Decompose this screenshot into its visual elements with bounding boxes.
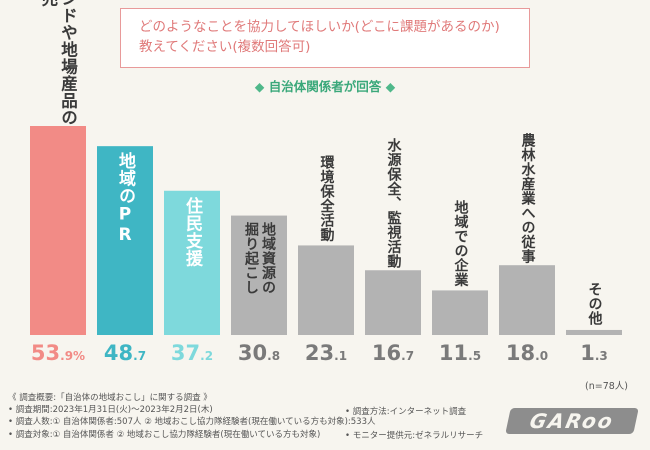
footer-method: • 調査方法:インターネット調査 bbox=[345, 407, 467, 417]
value-label-1: 53.9% bbox=[30, 341, 86, 365]
bar-label-1: 地域ブランドや地場産品の 開発・販売 bbox=[39, 0, 78, 126]
value-label-5: 23.1 bbox=[304, 341, 348, 365]
value-label-8: 18.0 bbox=[505, 341, 549, 365]
question-title-line2: 教えてください(複数回答可) bbox=[139, 39, 311, 55]
survey-footer-right: • 調査方法:インターネット調査 • モニター提供元:ゼネラルリサーチ bbox=[345, 406, 483, 442]
bar-label-4: 地域資源の 掘り起こし bbox=[243, 221, 276, 295]
footer-title: 《 調査概要:「自治体の地域おこし」に関する調査 》 bbox=[8, 393, 212, 403]
bar-2 bbox=[97, 146, 153, 335]
diamond-icon: ◆ bbox=[385, 79, 396, 94]
bar-9 bbox=[566, 329, 622, 335]
diamond-icon: ◆ bbox=[254, 79, 265, 94]
footer-monitor: • モニター提供元:ゼネラルリサーチ bbox=[345, 431, 484, 442]
bar-label-2: 地域のPR bbox=[115, 152, 135, 246]
respondents-label: ◆ 自治体関係者が回答 ◆ bbox=[0, 76, 650, 95]
survey-footer: 《 調査概要:「自治体の地域おこし」に関する調査 》 • 調査期間:2023年1… bbox=[8, 392, 375, 441]
value-label-7: 11.5 bbox=[438, 341, 482, 365]
value-label-3: 37.2 bbox=[170, 341, 214, 365]
value-label-6: 16.7 bbox=[371, 341, 415, 365]
value-label-4: 30.8 bbox=[237, 341, 281, 365]
bar-label-9: その他 bbox=[586, 281, 603, 326]
bar-label-7: 地域での企業 bbox=[452, 200, 469, 288]
bar-label-5: 環境保全活動 bbox=[318, 155, 335, 243]
footer-count: • 調査人数:① 自治体関係者:507人 ② 地域おこし協力隊経験者(現在働いて… bbox=[8, 417, 376, 428]
bar-5 bbox=[298, 245, 354, 335]
bar-label-6: 水源保全、監視活動 bbox=[385, 138, 402, 269]
bar-8 bbox=[499, 265, 555, 335]
value-label-9: 1.3 bbox=[580, 341, 608, 365]
bar-1 bbox=[30, 126, 86, 335]
question-title-box: どのようなことを協力してほしいか(どこに課題があるのか) 教えてください(複数回… bbox=[120, 8, 530, 68]
footer-target: • 調査対象:① 自治体関係者 ② 地域おこし協力隊経験者(現在働いている方も対… bbox=[8, 429, 321, 440]
respondents-text: 自治体関係者が回答 bbox=[268, 79, 382, 94]
bar-7 bbox=[432, 290, 488, 335]
bar-4 bbox=[231, 215, 287, 335]
value-label-2: 48.7 bbox=[103, 341, 147, 365]
bar-label-3: 住民支援 bbox=[182, 196, 202, 267]
garoo-logo: GARoo bbox=[505, 408, 639, 434]
footer-period: • 調査期間:2023年1月31日(火)〜2023年2月2日(木) bbox=[8, 405, 213, 416]
bar-label-8: 農林水産業への従事 bbox=[519, 133, 536, 264]
question-title-line1: どのようなことを協力してほしいか(どこに課題があるのか) bbox=[139, 19, 500, 35]
bar-6 bbox=[365, 270, 421, 335]
bar-3 bbox=[164, 190, 220, 335]
sample-size: (n=78人) bbox=[585, 381, 628, 392]
